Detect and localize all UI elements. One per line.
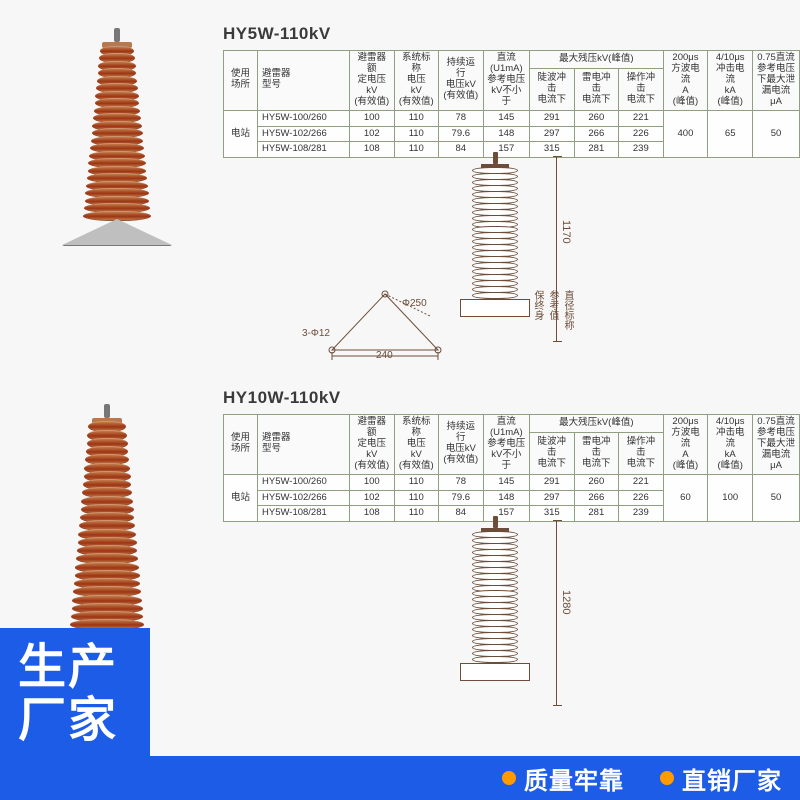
base-diagram-1: 3-Φ12 Φ250 240 (320, 290, 450, 360)
spec-table-1: 使用 场所避雷器 型号避雷器额 定电压 kV (有效值)系统标称 电压 kV (… (223, 50, 800, 158)
promo-item-1-label: 质量牢靠 (524, 761, 624, 796)
promo-item-2-label: 直销厂家 (682, 761, 782, 796)
dimension-height-1: 1170 (560, 220, 572, 244)
product-image-2 (70, 404, 144, 630)
technical-drawing-1 (460, 152, 530, 317)
base-dim-width: 240 (376, 350, 393, 361)
dimension-side-label-1: 直径标称参考值保终身 (530, 290, 575, 330)
promo-item-2: 直销厂家 (642, 761, 800, 796)
promo-item-1: 质量牢靠 (484, 761, 642, 796)
section-title-1: HY5W-110kV (223, 24, 331, 44)
base-dim-bolt: 3-Φ12 (302, 328, 330, 339)
promo-block: 生产 厂家 (0, 628, 150, 768)
spec-table-2: 使用 场所避雷器 型号避雷器额 定电压 kV (有效值)系统标称 电压 kV (… (223, 414, 800, 522)
dimension-height-2: 1280 (560, 590, 572, 614)
section-title-2: HY10W-110kV (223, 388, 341, 408)
dimension-line-2 (556, 520, 557, 706)
dot-icon (660, 771, 674, 785)
promo-strip: 质量牢靠 直销厂家 (0, 756, 800, 800)
dot-icon (502, 771, 516, 785)
base-dim-tri: Φ250 (402, 298, 427, 309)
product-image-1 (62, 28, 172, 245)
technical-drawing-2 (460, 516, 530, 681)
